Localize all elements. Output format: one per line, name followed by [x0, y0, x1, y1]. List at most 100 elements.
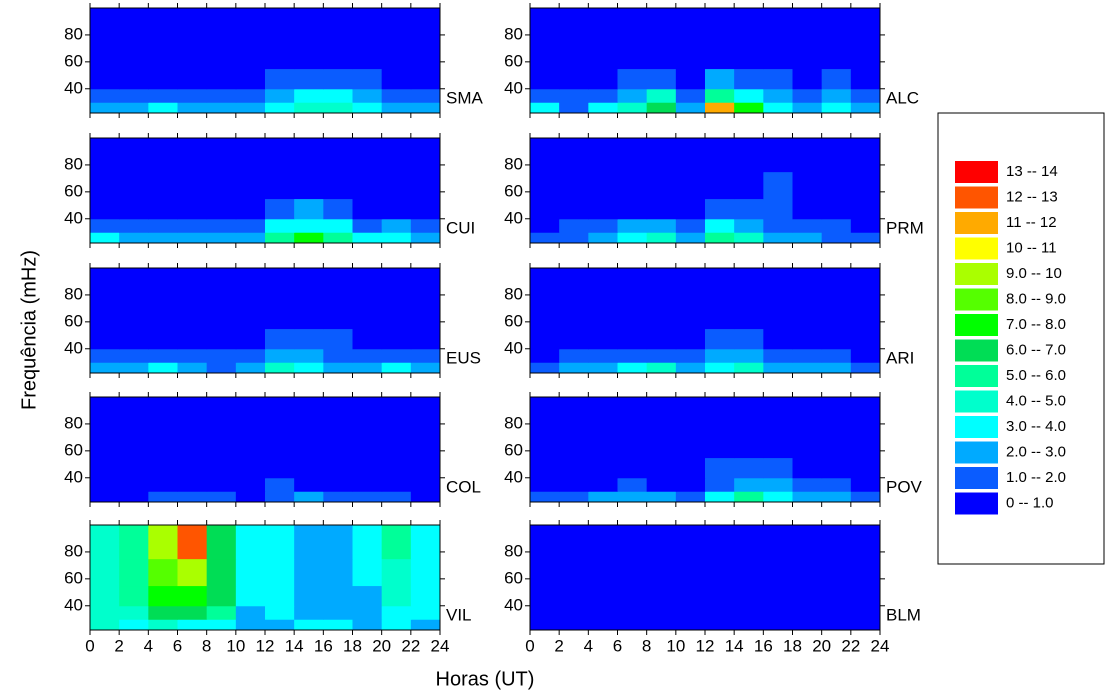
heat-cell — [206, 328, 237, 350]
heat-cell — [352, 558, 383, 587]
heat-cell — [588, 362, 618, 374]
heat-cell — [617, 585, 648, 607]
panel-label: BLM — [886, 605, 921, 624]
heat-cell — [792, 232, 823, 244]
heat-cell — [119, 68, 149, 90]
legend-swatch — [955, 263, 998, 285]
heat-cell — [352, 328, 383, 350]
heat-cell — [119, 232, 149, 244]
heat-cell — [119, 397, 149, 432]
heat-cell — [617, 348, 648, 363]
heat-cell — [90, 102, 120, 114]
heat-cell — [646, 477, 677, 492]
heat-cell — [792, 477, 823, 492]
heat-cell — [206, 268, 237, 303]
heat-cell — [90, 232, 120, 244]
x-tick-label: 4 — [144, 636, 153, 655]
heat-cell — [323, 218, 353, 233]
heat-cell — [646, 362, 677, 374]
heat-cell — [763, 619, 793, 631]
y-tick-label: 80 — [504, 24, 523, 43]
heat-cell — [265, 41, 295, 70]
heat-cell — [323, 8, 353, 43]
heat-cell — [617, 558, 648, 587]
y-tick-label: 40 — [64, 338, 83, 357]
heat-cell — [559, 491, 589, 503]
panel-label: CUI — [446, 218, 475, 237]
heat-cell — [381, 41, 412, 70]
heat-cell — [734, 41, 764, 70]
x-tick-label: 14 — [285, 636, 304, 655]
heat-cell — [177, 68, 208, 90]
heat-cell — [410, 68, 441, 90]
heat-cell — [675, 430, 706, 459]
heat-cell — [235, 585, 266, 607]
heat-cell — [148, 457, 178, 479]
heat-cell — [119, 430, 149, 459]
heat-cell — [206, 232, 237, 244]
heat-cell — [530, 525, 560, 560]
y-tick-label: 80 — [64, 154, 83, 173]
heat-cell — [734, 397, 764, 432]
heat-cell — [119, 102, 149, 114]
y-tick-label: 40 — [504, 338, 523, 357]
y-tick-label: 80 — [64, 284, 83, 303]
heat-cell — [530, 491, 560, 503]
heat-cell — [617, 41, 648, 70]
x-tick-label: 2 — [554, 636, 563, 655]
heat-cell — [850, 605, 881, 620]
heat-cell — [265, 605, 295, 620]
heat-cell — [734, 605, 764, 620]
heat-cell — [119, 88, 149, 103]
heat-cell — [265, 457, 295, 479]
legend-label: 10 -- 11 — [1006, 239, 1057, 256]
heat-cell — [323, 605, 353, 620]
heat-cell — [381, 491, 412, 503]
heat-cell — [821, 605, 852, 620]
heat-cell — [559, 198, 589, 220]
heat-cell — [530, 171, 560, 200]
heat-cell — [352, 619, 383, 631]
heat-cell — [381, 397, 412, 432]
x-tick-label: 20 — [812, 636, 831, 655]
heat-cell — [850, 138, 881, 173]
legend-swatch — [955, 339, 998, 362]
heat-cell — [323, 491, 353, 503]
heat-cell — [119, 348, 149, 363]
heat-cell — [792, 268, 823, 303]
heat-cell — [177, 88, 208, 103]
heat-cell — [675, 301, 706, 330]
heat-cell — [821, 619, 852, 631]
heat-cell — [381, 362, 412, 374]
heat-cell — [352, 198, 383, 220]
heat-cell — [410, 102, 441, 114]
heat-cell — [675, 397, 706, 432]
x-tick-label: 6 — [613, 636, 622, 655]
heat-cell — [294, 477, 324, 492]
heat-cell — [675, 348, 706, 363]
heat-cell — [821, 328, 852, 350]
heat-cell — [294, 348, 324, 363]
heat-cell — [206, 430, 237, 459]
heat-cell — [763, 585, 793, 607]
heat-cell — [323, 328, 353, 350]
heat-cell — [119, 268, 149, 303]
heat-cell — [530, 397, 560, 432]
heat-cell — [792, 88, 823, 103]
heat-cell — [352, 397, 383, 432]
heat-cell — [323, 102, 353, 114]
heat-cell — [559, 477, 589, 492]
heat-cell — [559, 362, 589, 374]
heat-cell — [792, 430, 823, 459]
heat-cell — [646, 491, 677, 503]
heat-cell — [323, 457, 353, 479]
heat-cell — [410, 585, 441, 607]
heat-cell — [559, 430, 589, 459]
heat-cell — [530, 88, 560, 103]
heat-cell — [352, 102, 383, 114]
heat-cell — [177, 457, 208, 479]
heat-cell — [410, 491, 441, 503]
heat-cell — [265, 397, 295, 432]
heat-cell — [381, 348, 412, 363]
legend-label: 9.0 -- 10 — [1006, 265, 1062, 282]
